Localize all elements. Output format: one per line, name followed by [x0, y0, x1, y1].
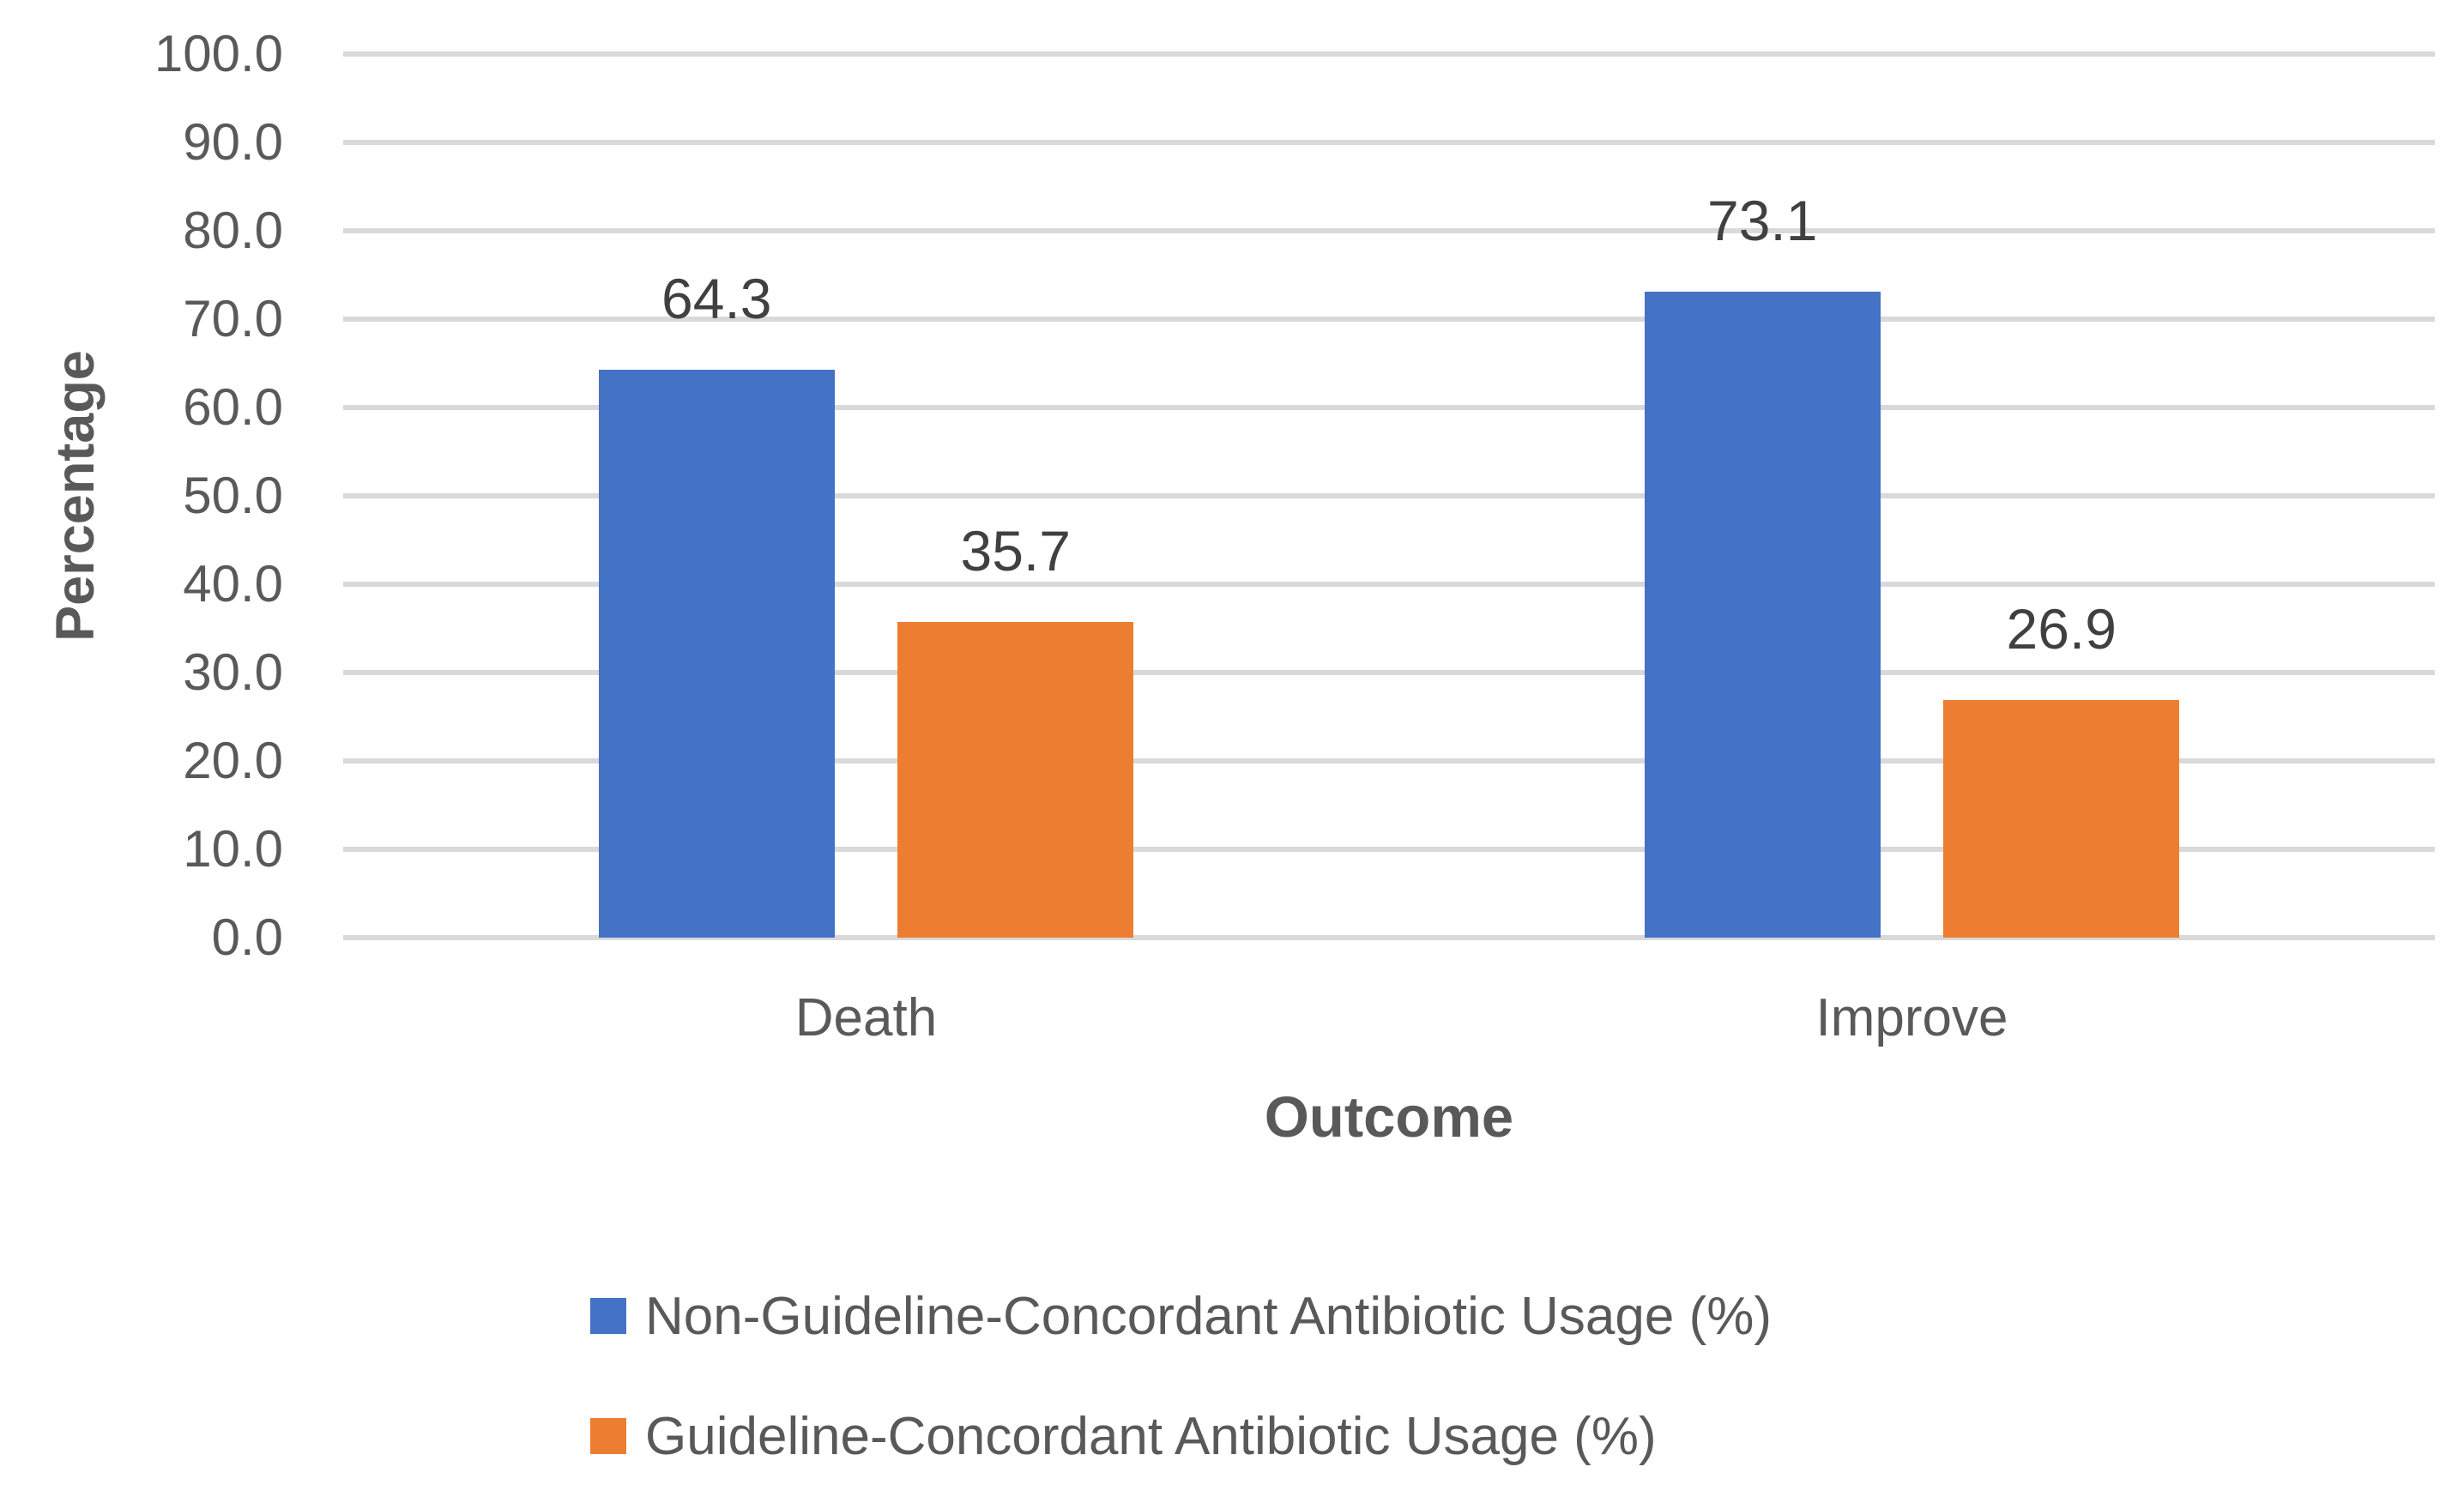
gridline [343, 935, 2435, 940]
legend-item: Guideline-Concordant Antibiotic Usage (%… [590, 1407, 1657, 1466]
bar-value-label: 64.3 [661, 267, 772, 330]
x-axis-title: Outcome [1264, 1085, 1514, 1150]
legend-color-swatch [590, 1298, 626, 1334]
gridline [343, 140, 2435, 145]
y-axis-tick-label: 60.0 [183, 378, 283, 436]
gridline [343, 317, 2435, 322]
legend-label: Non-Guideline-Concordant Antibiotic Usag… [645, 1286, 1772, 1346]
gridline [343, 758, 2435, 764]
bar [1943, 700, 2180, 938]
y-axis-tick-label: 90.0 [183, 113, 283, 171]
gridline [343, 847, 2435, 852]
legend-item: Non-Guideline-Concordant Antibiotic Usag… [590, 1287, 1772, 1346]
y-axis-tick-label: 50.0 [183, 467, 283, 524]
x-axis-category-label: Improve [1815, 988, 2008, 1047]
y-axis-tick-label: 30.0 [183, 643, 283, 701]
y-axis-tick-label: 80.0 [183, 202, 283, 259]
bar [1644, 292, 1881, 938]
y-axis-tick-label: 20.0 [183, 732, 283, 789]
bar-value-label: 73.1 [1707, 189, 1818, 252]
legend-label: Guideline-Concordant Antibiotic Usage (%… [645, 1406, 1657, 1466]
gridline [343, 670, 2435, 675]
bar [598, 370, 835, 938]
bar [897, 622, 1134, 938]
legend-color-swatch [590, 1418, 626, 1454]
y-axis-tick-label: 40.0 [183, 555, 283, 613]
gridline [343, 582, 2435, 587]
y-axis-tick-label: 10.0 [183, 820, 283, 878]
x-axis-category-label: Death [794, 988, 938, 1047]
gridline [343, 405, 2435, 410]
gridline [343, 51, 2435, 57]
bar-value-label: 26.9 [2006, 597, 2117, 661]
plot-area: 64.3 73.1 35.7 26.9 [343, 51, 2435, 940]
legend: Non-Guideline-Concordant Antibiotic Usag… [590, 1287, 1772, 1509]
y-axis-tick-label: 70.0 [183, 290, 283, 347]
y-axis-tick-label: 100.0 [154, 25, 283, 82]
gridline [343, 228, 2435, 233]
y-axis-tick-label: 0.0 [211, 908, 283, 966]
bar-value-label: 35.7 [960, 519, 1071, 582]
gridline [343, 493, 2435, 498]
